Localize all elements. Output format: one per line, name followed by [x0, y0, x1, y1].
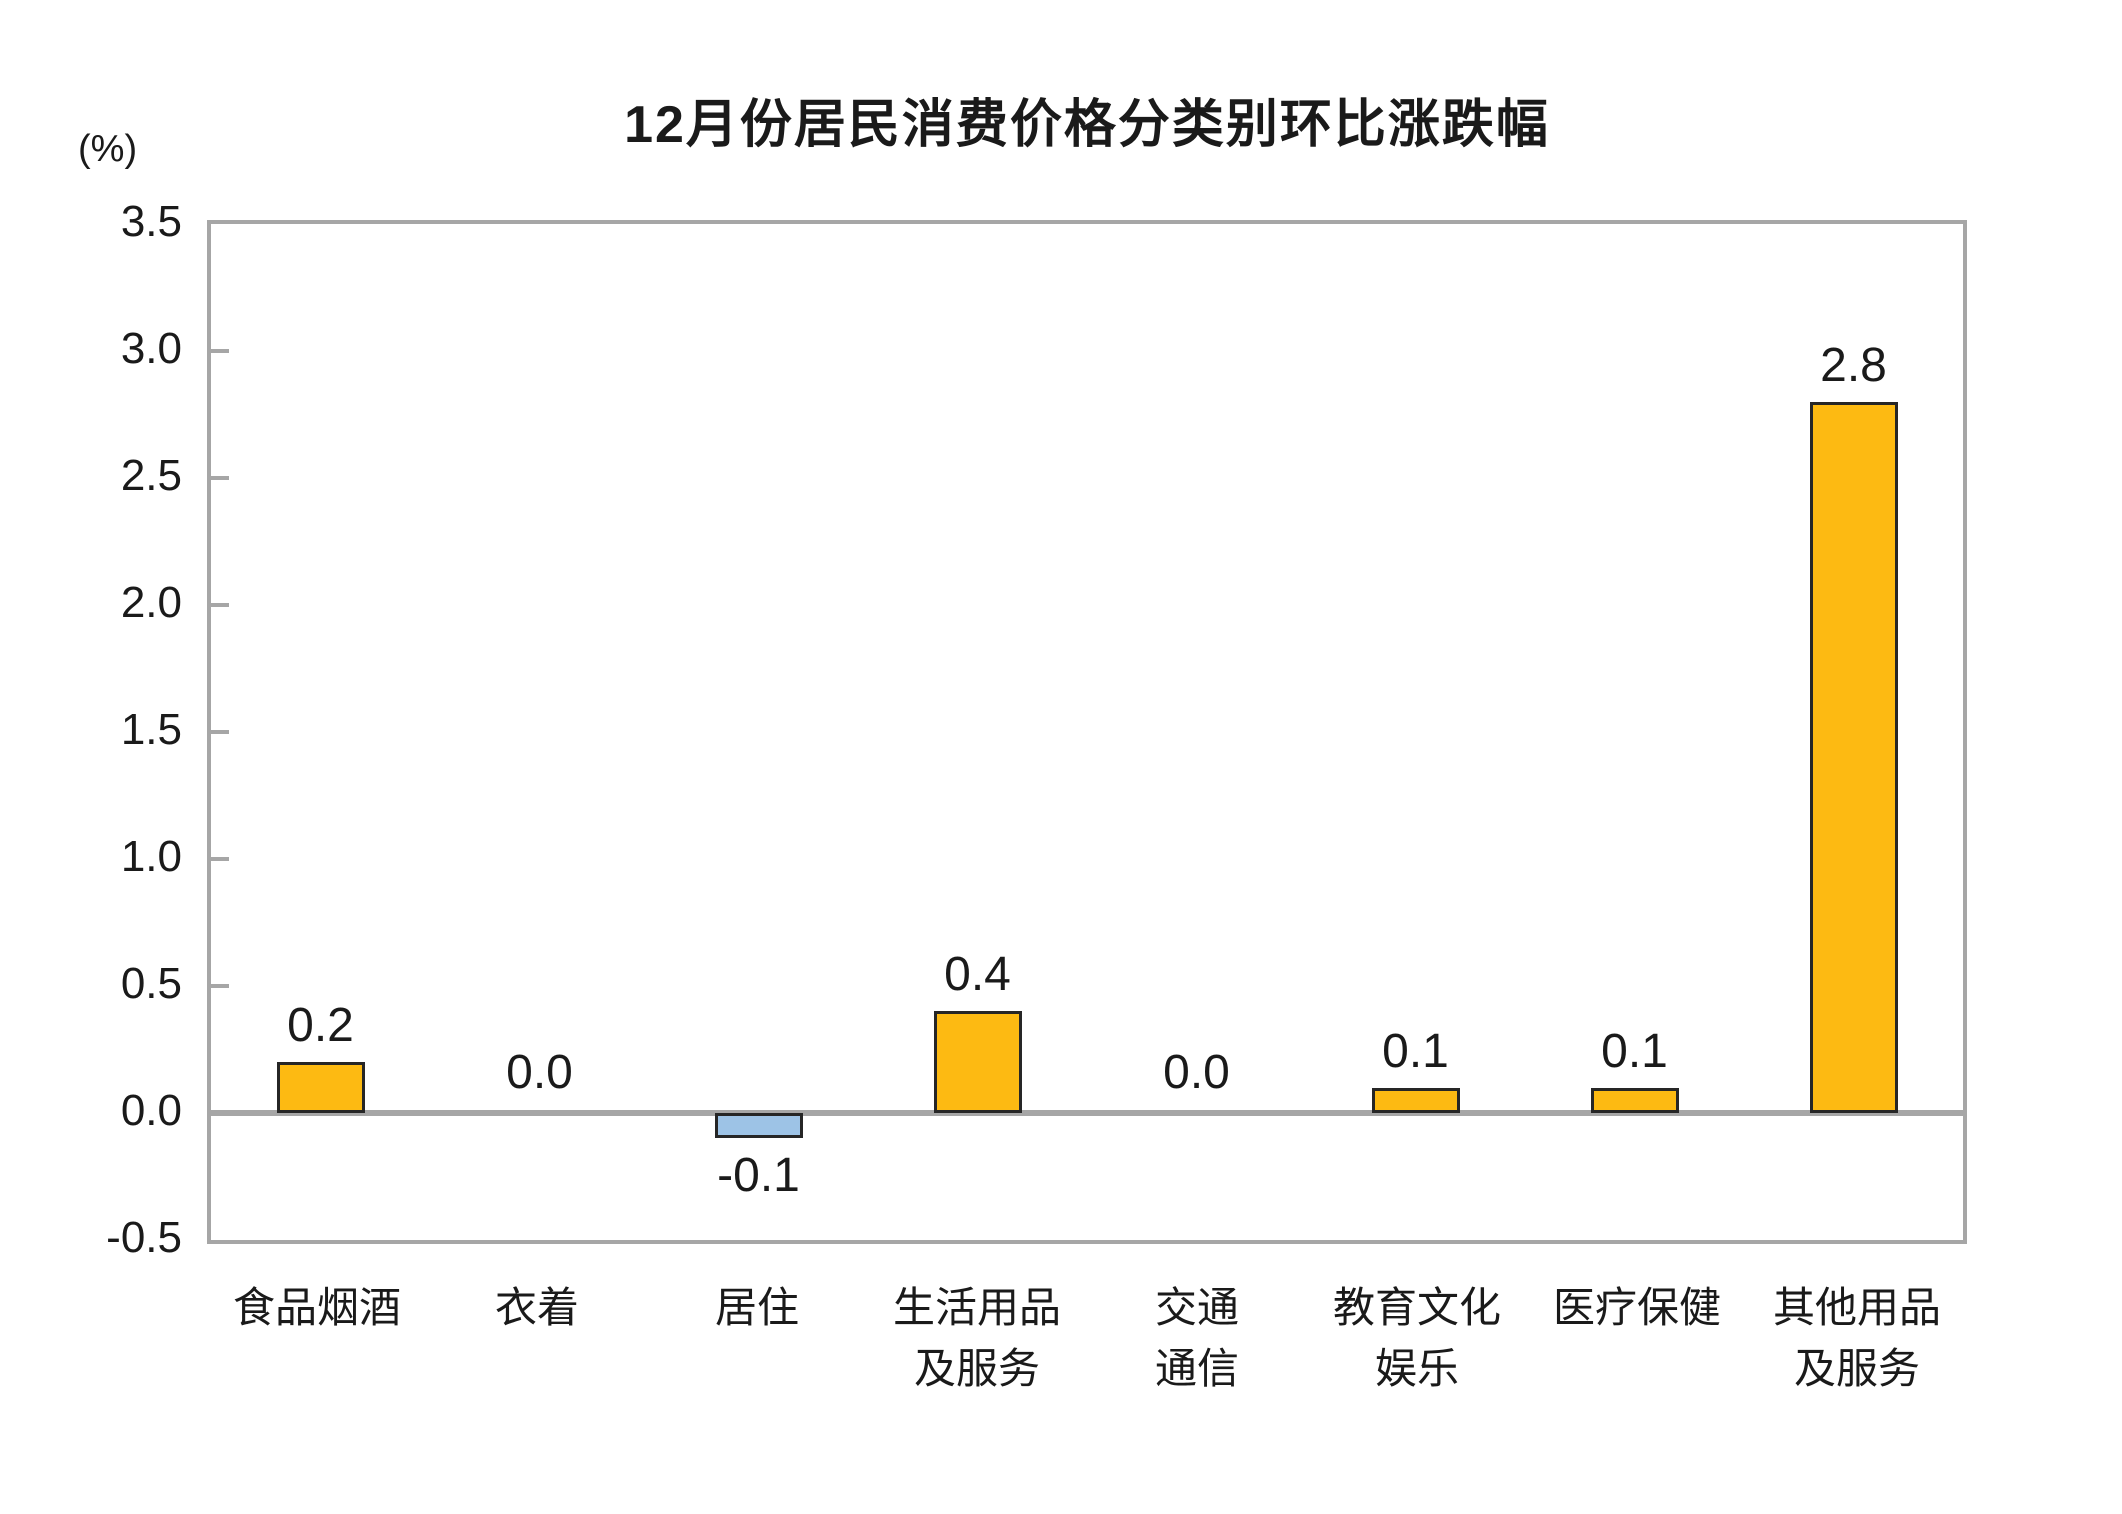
bar-value-label: 2.8: [1820, 338, 1887, 392]
y-tick-label: 3.0: [120, 324, 182, 373]
x-category-label: 生活用品 及服务: [892, 1284, 1061, 1392]
x-category-label: 教育文化 娱乐: [1332, 1284, 1501, 1392]
x-category-label: 居住: [714, 1284, 799, 1331]
y-axis-tick-mark: [211, 476, 229, 480]
bar-value-label: -0.1: [717, 1149, 800, 1203]
x-category-label: 交通 通信: [1154, 1284, 1239, 1392]
y-axis-tick-mark: [211, 603, 229, 607]
bar-1: [276, 1062, 365, 1113]
bar-7: [1590, 1087, 1679, 1113]
y-tick-label: -0.5: [106, 1213, 182, 1262]
x-category-label: 医疗保健: [1552, 1284, 1721, 1331]
x-axis-category-labels: 食品烟酒 衣着 居住 生活用品 及服务 交通 通信 教育文化 娱乐 医疗保健 其他用品 及服务: [207, 1278, 1967, 1400]
x-category-label: 衣着: [494, 1284, 579, 1331]
y-tick-label: 2.0: [120, 578, 182, 627]
y-axis-tick-mark: [211, 730, 229, 734]
y-tick-label: 3.5: [120, 197, 182, 246]
bar-value-label: 0.1: [1601, 1024, 1668, 1078]
plot-area: 0.2 0.0 -0.1 0.4 0.0 0.1 0.1 2.8: [207, 220, 1967, 1244]
bar-3: [714, 1113, 803, 1139]
chart-title: 12月份居民消费价格分类别环比涨跌幅: [624, 96, 1550, 154]
bar-value-label: 0.0: [506, 1046, 573, 1099]
bar-value-label: 0.4: [944, 948, 1011, 1002]
y-tick-label: 2.5: [120, 451, 182, 500]
y-axis-tick-mark: [211, 349, 229, 353]
y-tick-label: 0.5: [120, 959, 182, 1008]
y-axis-tick-mark: [211, 857, 229, 861]
x-category-label: 其他用品 及服务: [1772, 1284, 1941, 1392]
bar-4: [933, 1011, 1022, 1113]
y-tick-label: 0.0: [120, 1086, 182, 1135]
y-tick-label: 1.5: [120, 705, 182, 754]
bar-value-label: 0.0: [1163, 1046, 1230, 1099]
y-axis-tick-mark: [211, 984, 229, 988]
y-tick-label: 1.0: [120, 832, 182, 881]
bar-value-label: 0.1: [1382, 1024, 1449, 1078]
bar-value-label: 0.2: [287, 999, 354, 1053]
bar-6: [1371, 1087, 1460, 1113]
y-axis-unit-label: (%): [78, 128, 138, 170]
bar-8: [1809, 401, 1898, 1113]
zero-baseline: [211, 1110, 1963, 1116]
x-category-label: 食品烟酒: [232, 1284, 401, 1331]
